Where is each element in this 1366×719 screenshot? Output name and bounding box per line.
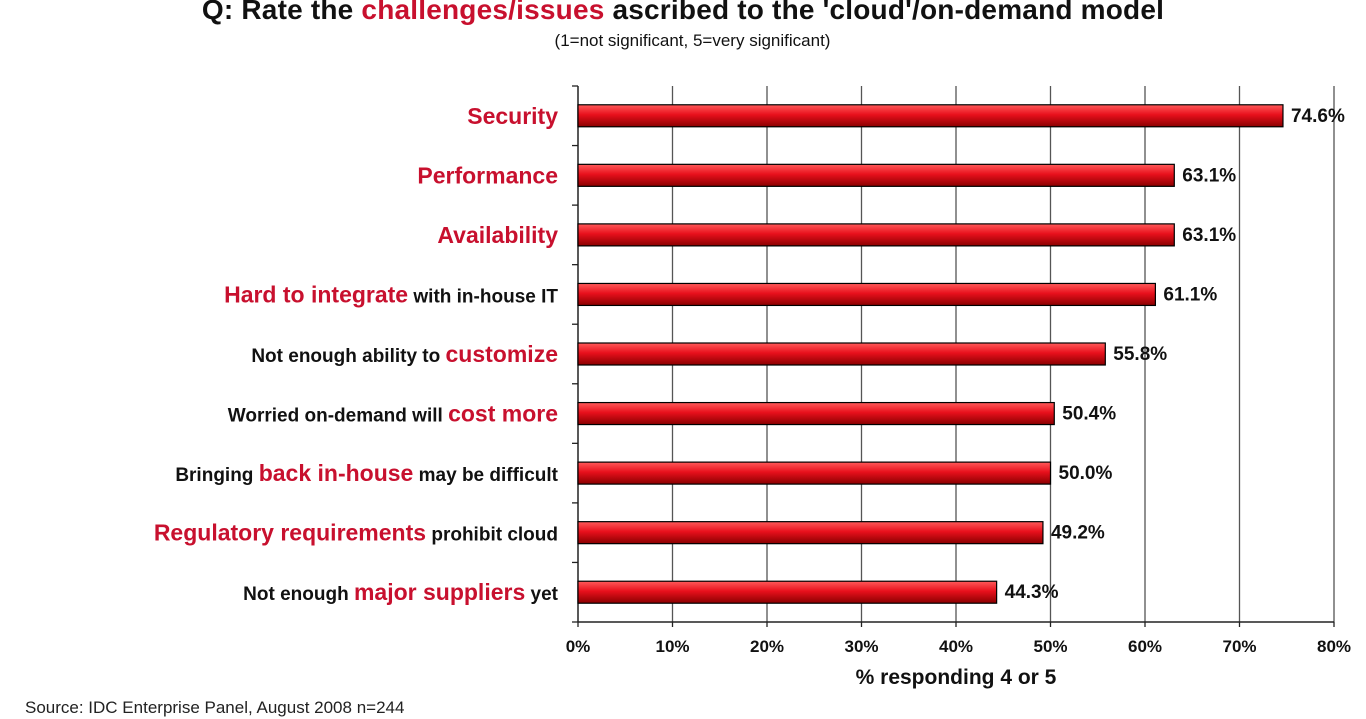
bar-value-label: 49.2%: [1051, 523, 1105, 544]
category-label-part: Availability: [437, 222, 558, 248]
category-label-part: yet: [525, 584, 558, 605]
chart-title-part: Q: Rate the: [201, 0, 362, 25]
bar-value-label: 55.8%: [1113, 344, 1167, 365]
x-tick-label: 40%: [939, 637, 973, 656]
category-label: Security: [467, 103, 558, 129]
category-label-part: Hard to integrate: [224, 281, 408, 307]
bar-value-label: 63.1%: [1182, 225, 1236, 246]
x-tick-label: 0%: [566, 637, 591, 656]
category-label: Bringing back in-house may be difficult: [175, 460, 558, 486]
source-note: Source: IDC Enterprise Panel, August 200…: [25, 698, 405, 717]
x-tick-label: 70%: [1222, 637, 1256, 656]
category-label-part: major suppliers: [354, 579, 525, 605]
bar: [577, 461, 1052, 485]
bar: [577, 282, 1156, 307]
chart-title-part: challenges/issues: [361, 0, 605, 25]
category-label: Not enough ability to customize: [251, 341, 558, 367]
chart-title: Q: Rate the challenges/issues ascribed t…: [0, 0, 1366, 26]
x-tick-label: 20%: [750, 637, 784, 656]
bar: [577, 163, 1175, 187]
category-label-part: prohibit cloud: [426, 525, 558, 546]
bar: [577, 580, 998, 604]
category-label-part: Regulatory requirements: [154, 520, 426, 546]
bar-value-label: 74.6%: [1291, 106, 1345, 127]
category-label: Worried on-demand will cost more: [228, 401, 558, 427]
bar: [577, 104, 1284, 128]
category-label-part: customize: [446, 341, 558, 367]
x-tick-label: 30%: [844, 637, 878, 656]
category-label-part: with in-house IT: [408, 286, 558, 307]
category-label-part: Not enough: [243, 584, 354, 605]
chart-title-part: ascribed to the 'cloud'/on-demand model: [604, 0, 1165, 25]
bar-value-label: 50.0%: [1059, 463, 1113, 484]
category-label-part: Worried on-demand will: [228, 406, 448, 427]
category-label: Regulatory requirements prohibit cloud: [154, 520, 558, 546]
category-label-part: Performance: [417, 162, 558, 188]
bar: [577, 401, 1055, 426]
bar: [577, 521, 1044, 545]
x-tick-label: 60%: [1128, 637, 1162, 656]
chart-subtitle: (1=not significant, 5=very significant): [554, 31, 831, 50]
category-label-part: may be difficult: [413, 465, 558, 486]
category-label-part: Security: [467, 103, 558, 129]
x-tick-label: 50%: [1033, 637, 1067, 656]
category-label-part: Not enough ability to: [251, 346, 445, 367]
bar: [577, 342, 1106, 366]
category-label-part: cost more: [448, 401, 558, 427]
category-label: Availability: [437, 222, 558, 248]
bar: [577, 223, 1175, 247]
x-tick-label: 80%: [1317, 637, 1351, 656]
bar-value-label: 61.1%: [1163, 284, 1217, 305]
bar-value-label: 44.3%: [1005, 582, 1059, 603]
category-label: Not enough major suppliers yet: [243, 579, 559, 605]
bar-value-label: 63.1%: [1182, 165, 1236, 186]
category-label-part: back in-house: [259, 460, 414, 486]
x-tick-label: 10%: [655, 637, 689, 656]
category-label: Performance: [417, 162, 558, 188]
category-label-part: Bringing: [175, 465, 258, 486]
bar-value-label: 50.4%: [1062, 404, 1116, 425]
x-axis-title: % responding 4 or 5: [855, 666, 1057, 689]
category-label: Hard to integrate with in-house IT: [224, 281, 558, 307]
